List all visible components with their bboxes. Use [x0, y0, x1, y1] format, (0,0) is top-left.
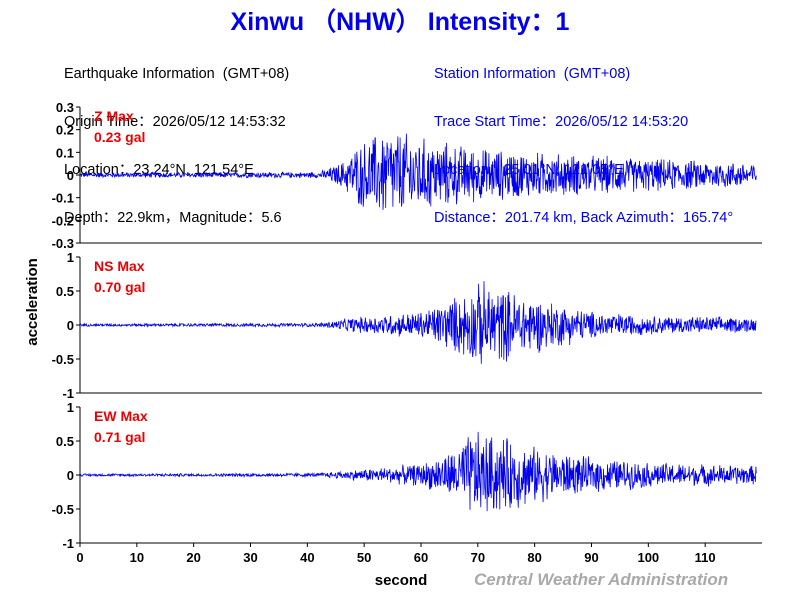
y-tick-label-ns: 0.5: [56, 284, 74, 299]
y-tick-label-ew: 0: [67, 468, 74, 483]
max-value-ew: 0.71 gal: [94, 429, 145, 445]
y-tick-label-z: -0.1: [52, 191, 74, 206]
page-title: Xinwu （NHW） Intensity：1: [230, 8, 570, 36]
max-label-ns: NS Max: [94, 258, 145, 274]
origin-time: Origin Time：2026/05/12 14:53:32: [64, 114, 286, 130]
y-tick-label-z: 0.1: [56, 145, 74, 160]
x-tick-label: 20: [186, 550, 200, 565]
max-label-ew: EW Max: [94, 408, 148, 424]
footer-credit: Central Weather Administration: [474, 570, 729, 589]
y-tick-label-ns: -1: [62, 386, 74, 401]
x-tick-label: 10: [130, 550, 144, 565]
y-axis-label: acceleration: [24, 258, 41, 346]
x-tick-label: 110: [695, 550, 716, 565]
y-tick-label-ns: -0.5: [52, 352, 74, 367]
trace-start-time: Trace Start Time：2026/05/12 14:53:20: [434, 114, 689, 130]
y-tick-label-ns: 0: [67, 318, 74, 333]
max-value-ns: 0.70 gal: [94, 279, 145, 295]
x-tick-label: 50: [357, 550, 371, 565]
y-tick-label-z: -0.2: [52, 213, 74, 228]
waveform-trace-ns: [79, 281, 757, 364]
y-tick-label-z: 0.2: [56, 123, 74, 138]
earthquake-info-heading: Earthquake Information (GMT+08): [64, 66, 290, 82]
distance-azimuth: Distance：201.74 km, Back Azimuth：165.74°: [434, 210, 734, 226]
y-tick-label-ew: -0.5: [52, 502, 74, 517]
y-tick-label-ew: 1: [67, 400, 74, 415]
x-tick-label: 0: [76, 550, 83, 565]
x-tick-label: 70: [471, 550, 485, 565]
max-label-z: Z Max: [94, 108, 134, 124]
x-tick-label: 100: [637, 550, 659, 565]
x-tick-label: 30: [243, 550, 257, 565]
waveform-trace-ew: [79, 431, 757, 512]
y-tick-label-ew: 0.5: [56, 434, 74, 449]
waveform-trace-z: [79, 133, 757, 210]
x-axis-label: second: [375, 572, 428, 589]
y-tick-label-ew: -1: [62, 536, 74, 551]
x-tick-label: 80: [527, 550, 541, 565]
depth-magnitude: Depth：22.9km，Magnitude：5.6: [64, 210, 282, 226]
y-tick-label-ns: 1: [67, 250, 74, 265]
max-value-z: 0.23 gal: [94, 129, 145, 145]
y-tick-label-z: -0.3: [52, 236, 74, 251]
x-tick-label: 90: [584, 550, 598, 565]
x-tick-label: 60: [414, 550, 428, 565]
x-tick-label: 40: [300, 550, 314, 565]
y-tick-label-z: 0: [67, 168, 74, 183]
station-info-heading: Station Information (GMT+08): [434, 66, 631, 82]
y-tick-label-z: 0.3: [56, 100, 74, 115]
